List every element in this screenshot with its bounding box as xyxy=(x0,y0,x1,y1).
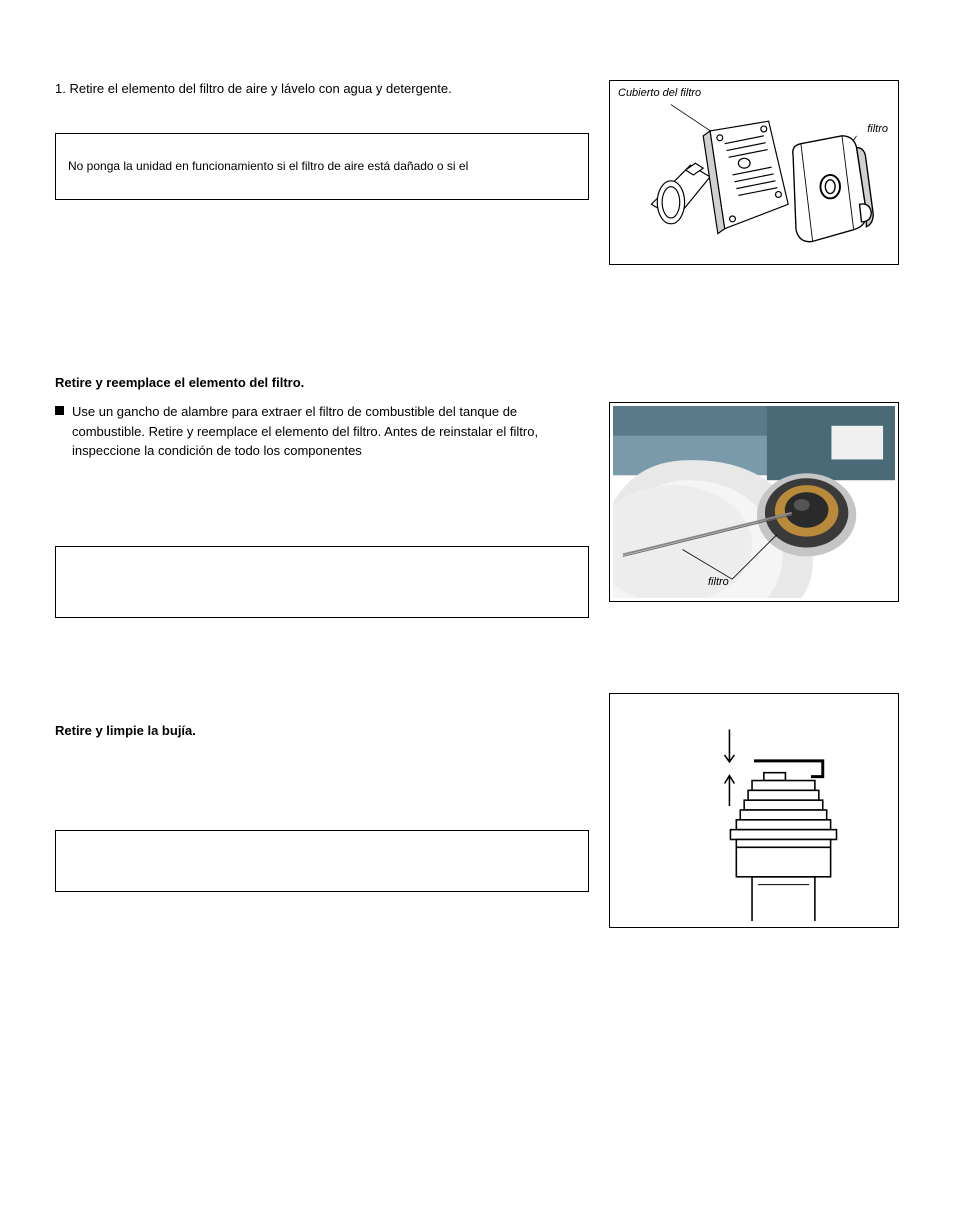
gap-2 xyxy=(55,638,899,693)
caption-cover: Cubierto del filtro xyxy=(618,87,701,99)
caution-box-1: No ponga la unidad en funcionamiento si … xyxy=(55,133,589,200)
figure-air-filter: Cubierto del filtro filtro xyxy=(609,80,899,265)
section1-left: 1. Retire el elemento del filtro de aire… xyxy=(55,80,589,265)
heading-spark-plug: Retire y limpie la bujía. xyxy=(55,723,589,738)
step-1-text: 1. Retire el elemento del filtro de aire… xyxy=(55,80,589,98)
section2-left: Use un gancho de alambre para extraer el… xyxy=(55,402,589,638)
caption-filter-2: filtro xyxy=(708,576,729,588)
figure-fuel-filter-photo: filtro xyxy=(609,402,899,602)
fuel-filter-photo: filtro xyxy=(613,406,895,598)
bullet-fuel-filter: Use un gancho de alambre para extraer el… xyxy=(55,402,589,461)
bullet-marker-icon xyxy=(55,406,64,415)
gap-1 xyxy=(55,265,899,375)
figure-spark-plug xyxy=(609,693,899,928)
caution-1-text: No ponga la unidad en funcionamiento si … xyxy=(68,159,468,173)
spark-plug-diagram xyxy=(616,700,892,921)
section3-right xyxy=(609,693,899,928)
section-spark-plug: Retire y limpie la bujía. xyxy=(55,693,899,928)
section-air-filter: 1. Retire el elemento del filtro de aire… xyxy=(55,80,899,265)
caution-box-2 xyxy=(55,546,589,618)
section2-right: filtro xyxy=(609,402,899,638)
caution-box-3 xyxy=(55,830,589,892)
section3-left: Retire y limpie la bujía. xyxy=(55,693,589,928)
section1-right: Cubierto del filtro filtro xyxy=(609,80,899,265)
caption-filter-1: filtro xyxy=(867,123,888,135)
air-filter-diagram xyxy=(616,87,892,258)
bullet-fuel-text: Use un gancho de alambre para extraer el… xyxy=(72,402,589,461)
heading-fuel-filter: Retire y reemplace el elemento del filtr… xyxy=(55,375,899,390)
section-fuel-filter: Retire y reemplace el elemento del filtr… xyxy=(55,375,899,638)
